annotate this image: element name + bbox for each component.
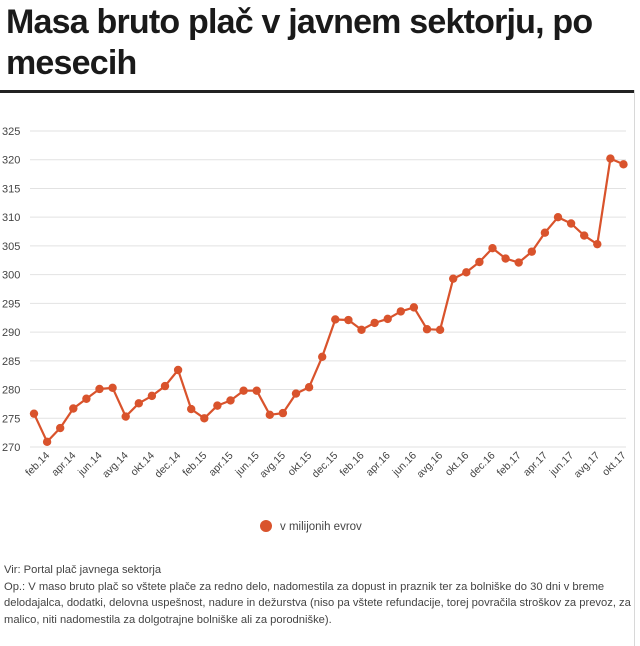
note-text: Op.: V maso bruto plač so vštete plače z… bbox=[4, 580, 631, 626]
data-point bbox=[291, 389, 301, 398]
data-point bbox=[462, 268, 471, 277]
data-point bbox=[121, 412, 130, 421]
y-tick-label: 315 bbox=[2, 183, 20, 195]
data-point bbox=[318, 352, 327, 361]
x-tick-label: okt.16 bbox=[443, 450, 472, 479]
x-tick-label: feb.16 bbox=[337, 450, 366, 479]
y-tick-label: 275 bbox=[2, 413, 20, 425]
x-tick-label: dec.14 bbox=[152, 450, 183, 481]
data-point bbox=[69, 404, 78, 413]
data-point bbox=[580, 231, 589, 240]
legend: v milijonih evrov bbox=[260, 520, 362, 533]
data-point bbox=[56, 423, 65, 433]
data-point bbox=[29, 409, 39, 418]
y-tick-label: 290 bbox=[2, 327, 20, 339]
x-tick-label: apr.14 bbox=[49, 450, 78, 479]
grid-lines bbox=[30, 130, 626, 448]
data-point bbox=[370, 318, 379, 328]
data-point bbox=[95, 384, 104, 394]
y-tick-label: 285 bbox=[2, 356, 20, 368]
data-point bbox=[278, 408, 288, 418]
data-point bbox=[344, 315, 353, 325]
y-tick-label: 300 bbox=[2, 270, 20, 282]
source-text: Vir: Portal plač javnega sektorja bbox=[4, 564, 162, 576]
data-point bbox=[265, 410, 274, 420]
page-title: Masa bruto plač v javnem sektorju, po me… bbox=[6, 3, 593, 82]
data-point bbox=[42, 437, 52, 447]
data-point bbox=[331, 315, 340, 324]
x-tick-label: apr.15 bbox=[206, 450, 235, 479]
x-tick-label: okt.14 bbox=[128, 450, 157, 479]
data-point bbox=[226, 396, 235, 405]
data-point bbox=[239, 386, 248, 395]
data-point bbox=[514, 258, 523, 267]
chart-footer: Vir: Portal plač javnega sektorja Op.: V… bbox=[4, 562, 634, 628]
y-tick-label: 280 bbox=[2, 385, 20, 397]
x-tick-label: jun.17 bbox=[547, 450, 577, 480]
data-point bbox=[396, 307, 405, 316]
data-point bbox=[606, 154, 615, 163]
series-points bbox=[29, 154, 628, 447]
y-tick-label: 295 bbox=[2, 298, 20, 310]
data-point bbox=[593, 239, 602, 249]
x-tick-label: feb.14 bbox=[23, 450, 52, 479]
line-chart: 270 275 280 285 290 295 300 305 310 315 320 325 feb… bbox=[2, 126, 629, 533]
y-tick-label: 320 bbox=[2, 155, 20, 167]
y-tick-label: 325 bbox=[2, 126, 20, 138]
x-tick-label: avg.17 bbox=[572, 450, 603, 481]
data-point bbox=[357, 325, 366, 334]
x-axis-tick-labels: feb.14apr.14jun.14avg.14okt.14dec.14feb.… bbox=[23, 450, 629, 481]
x-tick-label: jun.14 bbox=[75, 450, 105, 480]
x-tick-label: feb.17 bbox=[495, 450, 524, 479]
x-tick-label: dec.15 bbox=[310, 450, 341, 481]
x-tick-label: avg.16 bbox=[414, 450, 445, 481]
data-point bbox=[553, 212, 563, 222]
data-point bbox=[304, 383, 314, 392]
data-point bbox=[200, 414, 209, 423]
data-point bbox=[187, 404, 196, 414]
x-tick-label: avg.14 bbox=[100, 450, 131, 481]
data-point bbox=[252, 386, 261, 395]
x-tick-label: okt.15 bbox=[286, 450, 315, 479]
data-point bbox=[501, 254, 510, 263]
data-point bbox=[449, 274, 458, 283]
y-axis-tick-labels: 270 275 280 285 290 295 300 305 310 315 320 325 bbox=[2, 126, 20, 454]
data-point bbox=[409, 303, 419, 312]
data-point bbox=[566, 219, 576, 228]
data-point bbox=[488, 244, 497, 253]
data-point bbox=[383, 314, 392, 324]
data-point bbox=[134, 399, 143, 408]
data-point bbox=[619, 160, 628, 169]
x-tick-label: avg.15 bbox=[257, 450, 288, 481]
data-point bbox=[147, 391, 157, 401]
data-point bbox=[173, 365, 183, 375]
x-tick-label: jun.16 bbox=[390, 450, 420, 480]
series-line bbox=[33, 157, 624, 443]
data-point bbox=[527, 247, 536, 256]
data-point bbox=[475, 257, 484, 267]
y-tick-label: 270 bbox=[2, 442, 20, 454]
y-tick-label: 305 bbox=[2, 241, 20, 253]
y-tick-label: 310 bbox=[2, 212, 20, 224]
title-rule bbox=[0, 90, 634, 93]
data-point bbox=[435, 325, 445, 334]
data-point bbox=[213, 401, 222, 410]
data-point bbox=[422, 325, 432, 334]
x-tick-label: feb.15 bbox=[180, 450, 209, 479]
data-point bbox=[540, 228, 550, 237]
x-tick-label: jun.15 bbox=[232, 450, 262, 480]
legend-marker bbox=[260, 520, 272, 532]
data-point bbox=[160, 381, 170, 391]
frame-border bbox=[634, 90, 635, 646]
x-tick-label: okt.17 bbox=[600, 450, 629, 479]
data-point bbox=[82, 394, 91, 403]
x-tick-label: apr.17 bbox=[521, 450, 550, 479]
data-point bbox=[108, 383, 117, 393]
legend-label: v milijonih evrov bbox=[280, 521, 362, 533]
x-tick-label: apr.16 bbox=[364, 450, 393, 479]
x-tick-label: dec.16 bbox=[467, 450, 498, 481]
